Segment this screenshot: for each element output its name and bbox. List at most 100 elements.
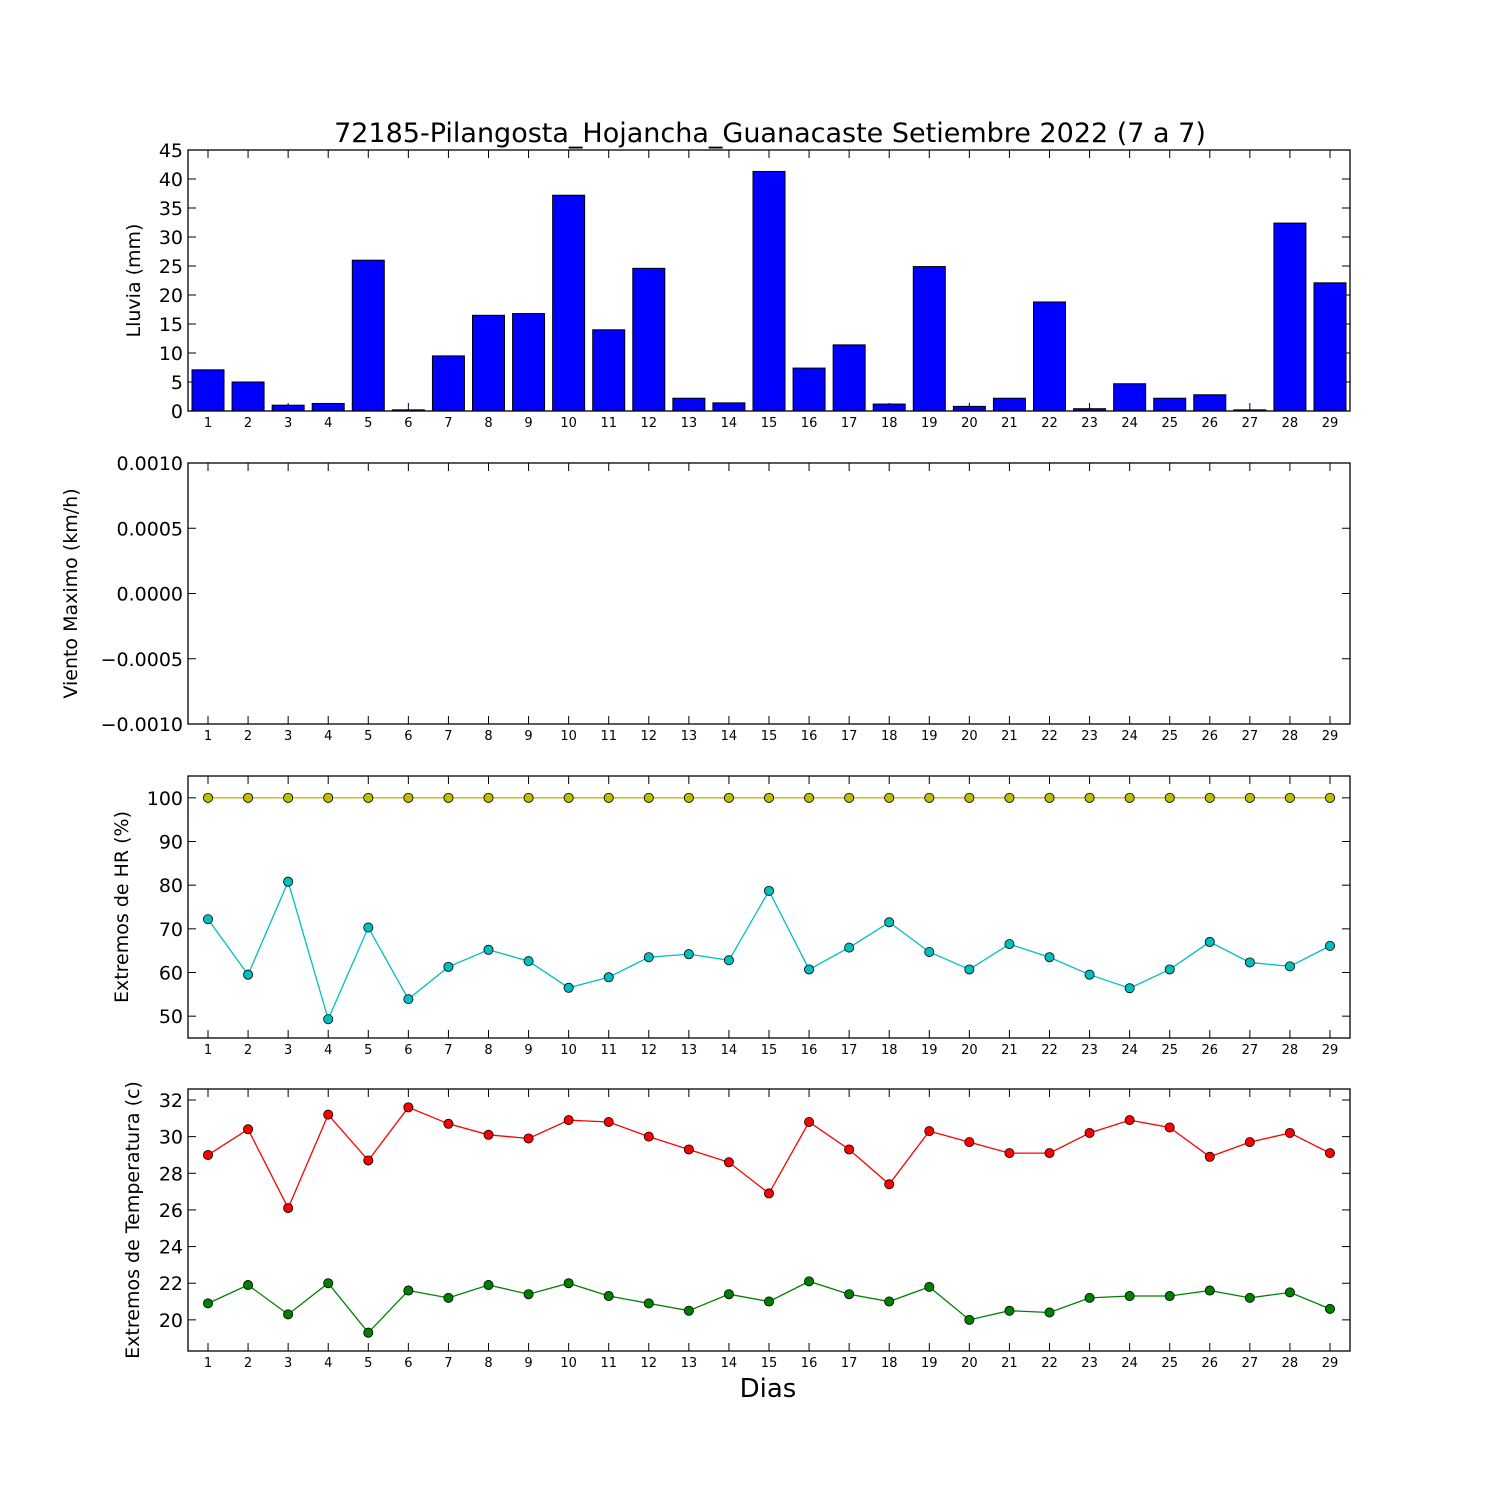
x-tick-label: 25 [1161, 416, 1178, 431]
y-tick-label: 90 [159, 832, 183, 854]
x-tick-label: 6 [404, 1356, 412, 1371]
series-1-point [683, 1144, 694, 1155]
series-2-point [202, 1298, 213, 1309]
series-1-point [283, 792, 294, 803]
x-tick-label: 13 [681, 1356, 698, 1371]
series-1-point [764, 1188, 775, 1199]
series-2-point [323, 1014, 334, 1025]
y-tick-label: 45 [159, 140, 183, 162]
series-1-point [723, 1157, 734, 1168]
x-tick-label: 12 [641, 1356, 658, 1371]
x-tick-label: 3 [284, 729, 292, 744]
series-2-point [764, 885, 775, 896]
plot-frame [187, 149, 1351, 412]
series-2-line [207, 1280, 1331, 1334]
x-tick-label: 8 [484, 416, 492, 431]
y-tick-label: 5 [171, 372, 183, 394]
x-tick-label: 11 [600, 1043, 617, 1058]
x-tick-label: 25 [1161, 729, 1178, 744]
series-2-point [683, 1305, 694, 1316]
series-1-point [202, 1149, 213, 1160]
series-2-point [884, 1296, 895, 1307]
series-2-point [563, 1278, 574, 1289]
x-tick-label: 16 [801, 729, 818, 744]
x-tick-label: 9 [524, 416, 532, 431]
series-1-point [1325, 1148, 1336, 1159]
y-tick-label: 20 [159, 1310, 183, 1332]
y-tick-label: 0.0000 [117, 584, 183, 606]
x-tick-label: 24 [1121, 1043, 1138, 1058]
x-tick-label: 23 [1081, 729, 1098, 744]
series-1-point [443, 1118, 454, 1129]
x-tick-label: 15 [761, 729, 778, 744]
x-tick-label: 4 [324, 729, 332, 744]
series-1-point [1164, 792, 1175, 803]
x-tick-label: 19 [921, 1043, 938, 1058]
series-1-point [1164, 1122, 1175, 1133]
x-tick-label: 9 [524, 1043, 532, 1058]
series-2-point [844, 1289, 855, 1300]
x-tick-label: 1 [204, 416, 212, 431]
x-tick-label: 1 [204, 1356, 212, 1371]
x-tick-label: 10 [560, 1356, 577, 1371]
y-tick-label: 80 [159, 875, 183, 897]
x-tick-label: 20 [961, 416, 978, 431]
series-2-point [363, 1327, 374, 1338]
series-1-point [202, 792, 213, 803]
series-1-point [323, 792, 334, 803]
series-1-point [1004, 1148, 1015, 1159]
x-tick-label: 18 [881, 729, 898, 744]
series-2-point [964, 1314, 975, 1325]
x-tick-label: 13 [681, 1043, 698, 1058]
bar-21 [992, 397, 1026, 412]
x-tick-label: 18 [881, 1356, 898, 1371]
y-tick-label: −0.0010 [101, 714, 183, 736]
bar-24 [1113, 383, 1147, 412]
x-tick-label: 7 [444, 1356, 452, 1371]
series-2-point [1124, 1291, 1135, 1302]
series-1-point [643, 792, 654, 803]
x-tick-label: 26 [1202, 729, 1219, 744]
x-tick-label: 13 [681, 729, 698, 744]
x-tick-label: 1 [204, 729, 212, 744]
series-1-point [1204, 792, 1215, 803]
series-1-point [1325, 792, 1336, 803]
y-tick-label: 22 [159, 1273, 183, 1295]
x-tick-label: 1 [204, 1043, 212, 1058]
bar-19 [912, 266, 946, 412]
x-tick-label: 3 [284, 416, 292, 431]
x-tick-label: 11 [600, 1356, 617, 1371]
x-tick-label: 27 [1242, 1043, 1259, 1058]
x-tick-label: 28 [1282, 416, 1299, 431]
bar-26 [1193, 394, 1227, 412]
x-tick-label: 5 [364, 1356, 372, 1371]
series-2-point [202, 914, 213, 925]
series-1-point [924, 1126, 935, 1137]
series-1-point [483, 792, 494, 803]
series-1-point [323, 1109, 334, 1120]
x-tick-label: 19 [921, 729, 938, 744]
series-1-point [844, 792, 855, 803]
y-tick-label: 60 [159, 963, 183, 985]
series-1-point [523, 1133, 534, 1144]
x-tick-label: 22 [1041, 1043, 1058, 1058]
panel-4: Extremos de Temperatura (c) 2022242628303… [122, 1081, 1351, 1371]
series-2-point [1244, 957, 1255, 968]
series-1-point [1244, 792, 1255, 803]
x-tick-label: 12 [641, 1043, 658, 1058]
x-tick-label: 5 [364, 1043, 372, 1058]
y-tick-label: 30 [159, 227, 183, 249]
x-tick-label: 2 [244, 1356, 252, 1371]
bar-22 [1033, 301, 1066, 412]
series-1-point [1044, 792, 1055, 803]
y-tick-label: 0.0005 [117, 518, 183, 540]
x-tick-label: 27 [1242, 729, 1259, 744]
y-axis-label: Extremos de Temperatura (c) [122, 1081, 144, 1359]
series-1-point [563, 792, 574, 803]
x-tick-label: 26 [1202, 1356, 1219, 1371]
x-tick-label: 27 [1242, 416, 1259, 431]
series-2-point [1325, 940, 1336, 951]
bar-15 [752, 170, 786, 412]
x-tick-label: 9 [524, 729, 532, 744]
